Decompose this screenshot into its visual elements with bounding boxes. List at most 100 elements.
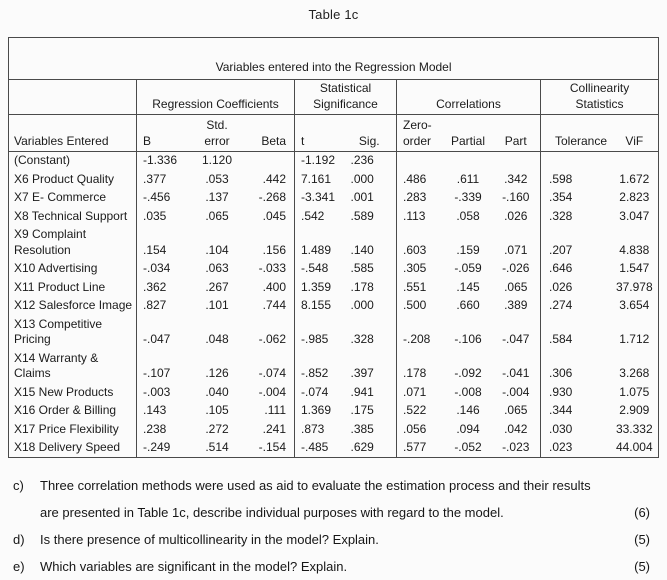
value-cell: 1.120	[201, 153, 233, 167]
question-text: Is there presence of multicollinearity i…	[40, 532, 379, 547]
value-cell: .551	[396, 278, 445, 297]
question-label: c)	[13, 478, 24, 493]
value-cell: -.026	[502, 261, 530, 275]
table-row: X16 Order & Billing .143 .105 .111 1.369 .175…	[9, 401, 659, 420]
value-cell: -.074	[258, 366, 286, 380]
row-label-cell: X7 E- Commerce	[14, 190, 107, 204]
value-cell: .400	[262, 279, 286, 294]
column-header-t: t	[294, 114, 345, 152]
table-caption: Variables entered into the Regression Mo…	[8, 37, 659, 80]
row-label-cell: X17 Price Flexibility	[14, 421, 119, 436]
value-cell: .377	[136, 170, 190, 189]
question-text: Three correlation methods were used as a…	[40, 478, 591, 520]
value-cell: 3.654	[619, 298, 650, 312]
value-cell: .267	[205, 279, 229, 294]
value-cell: .500	[396, 296, 445, 315]
question-label: e)	[13, 559, 25, 574]
value-cell: .000	[350, 171, 374, 186]
value-cell: -.154	[258, 440, 286, 454]
value-cell: .354	[540, 188, 611, 207]
value-cell: -.985	[294, 315, 345, 349]
value-cell: .071	[396, 383, 445, 402]
value-cell: .283	[396, 188, 445, 207]
value-cell: .241	[262, 421, 286, 436]
value-cell: -.041	[502, 366, 530, 380]
value-cell	[445, 151, 492, 170]
value-cell: .104	[205, 242, 229, 257]
value-cell: .930	[540, 383, 611, 402]
value-cell: .238	[136, 420, 190, 439]
value-cell: -.059	[454, 261, 482, 275]
value-cell: -.003	[136, 383, 190, 402]
table-body: (Constant) -1.336 1.120 -1.192 .236 X6 Produc…	[9, 151, 659, 458]
value-cell: -.074	[294, 383, 345, 402]
value-cell: -.249	[136, 438, 190, 458]
table-row: X8 Technical Support .035 .065 .045 .542 .589…	[9, 207, 659, 226]
value-cell: .442	[262, 171, 286, 186]
value-cell: .585	[350, 261, 374, 275]
table-row: X13 Competitive Pricing -.047 .048 -.062 -.9…	[9, 315, 659, 349]
column-header-part: Part	[491, 114, 541, 152]
value-cell: .873	[294, 420, 345, 439]
value-cell: .646	[540, 259, 611, 278]
row-label-cell: X11 Product Line	[14, 279, 106, 294]
value-cell	[611, 151, 659, 170]
table-row: X9 Complaint Resolution .154 .104 .156 1.489…	[9, 225, 659, 260]
value-cell: .542	[294, 207, 345, 226]
value-cell: -.052	[454, 440, 482, 454]
table-row: X15 New Products -.003 .040 -.004 -.074 .941.…	[9, 383, 659, 402]
value-cell: 8.155	[294, 296, 345, 315]
value-cell: 1.369	[294, 401, 345, 420]
column-header-row: Variables Entered B Std. error Beta t Si…	[8, 114, 659, 152]
column-header-b: B	[136, 114, 190, 152]
value-cell: -.339	[454, 190, 482, 204]
value-cell: .126	[205, 366, 229, 380]
value-cell: .827	[136, 296, 190, 315]
value-cell: -.034	[136, 259, 190, 278]
row-label-cell: X9 Complaint Resolution	[14, 227, 87, 257]
question-d: d) Is there presence of multicollinearit…	[13, 526, 650, 553]
value-cell: .045	[262, 208, 286, 223]
column-header-sig: Sig.	[344, 114, 397, 152]
table-row: X12 Salesforce Image .827 .101 .744 8.155 .00…	[9, 296, 659, 315]
column-header-vif: ViF	[610, 114, 659, 152]
value-cell: .522	[396, 401, 445, 420]
value-cell: 1.075	[619, 384, 650, 399]
page-title: Table 1c	[308, 7, 359, 22]
value-cell: .385	[350, 421, 374, 436]
value-cell: .053	[205, 171, 229, 186]
table-row: X18 Delivery Speed -.249 .514 -.154 -.485 .62…	[9, 438, 659, 458]
question-marks: (5)	[634, 559, 650, 574]
value-cell: -.107	[136, 349, 190, 383]
value-cell: .065	[504, 279, 528, 294]
value-cell: 44.004	[615, 440, 653, 454]
value-cell: 33.332	[615, 421, 653, 436]
value-cell	[245, 151, 295, 170]
value-cell: .514	[205, 440, 229, 454]
column-header-beta: Beta	[244, 114, 295, 152]
value-cell: .598	[540, 170, 611, 189]
value-cell: .178	[396, 349, 445, 383]
value-cell: .274	[540, 296, 611, 315]
value-cell: -.160	[502, 190, 530, 204]
value-cell: .577	[396, 438, 445, 458]
row-label-cell: X16 Order & Billing	[14, 403, 117, 417]
value-cell: .071	[504, 242, 528, 257]
value-cell: 1.489	[294, 225, 345, 260]
value-cell: .272	[205, 421, 229, 436]
value-cell: .113	[396, 207, 445, 226]
value-cell: .094	[456, 421, 480, 436]
value-cell: .048	[205, 332, 229, 346]
value-cell: .030	[540, 420, 611, 439]
value-cell: -1.192	[294, 151, 345, 170]
row-label-cell: X6 Product Quality	[14, 171, 115, 186]
question-marks: (6)	[634, 505, 650, 520]
value-cell: .035	[136, 207, 190, 226]
value-cell: .065	[504, 403, 528, 417]
value-cell: -1.336	[136, 151, 190, 170]
value-cell: -.456	[136, 188, 190, 207]
value-cell: .058	[456, 208, 480, 223]
question-text: Which variables are significant in the m…	[40, 559, 348, 574]
column-header-partial: Partial	[444, 114, 492, 152]
value-cell: -.092	[454, 366, 482, 380]
